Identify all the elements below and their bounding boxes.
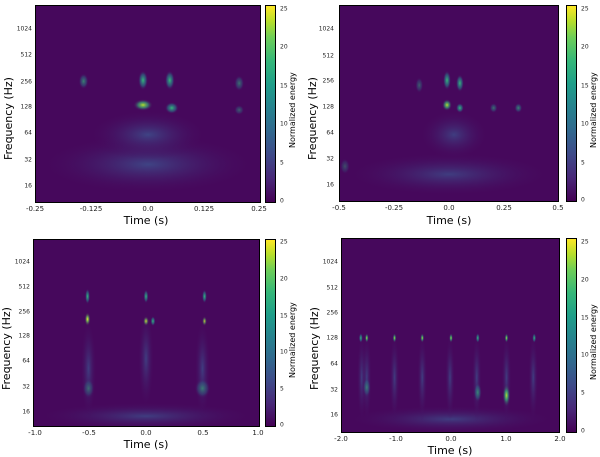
colorbar-label: Normalized energy bbox=[589, 304, 598, 380]
y-tick: 512 bbox=[20, 51, 32, 59]
x-tick: 0.125 bbox=[193, 205, 215, 213]
x-tick: -1.0 bbox=[28, 429, 42, 437]
colorbar-tick: 5 bbox=[280, 159, 284, 167]
colorbar-tick: 0 bbox=[581, 196, 585, 204]
spectrogram-plot-area bbox=[33, 239, 260, 427]
x-tick: -0.125 bbox=[79, 205, 103, 213]
y-tick: 64 bbox=[330, 360, 338, 368]
x-tick: 0.0 bbox=[443, 204, 455, 212]
heatmap-image bbox=[344, 333, 558, 432]
colorbar bbox=[265, 5, 276, 203]
colorbar-tick: 20 bbox=[280, 275, 288, 283]
y-tick: 512 bbox=[18, 283, 30, 291]
colorbar-tick: 25 bbox=[280, 238, 288, 246]
x-tick: 0.5 bbox=[197, 429, 209, 437]
heatmap-image bbox=[35, 288, 257, 426]
y-tick: 256 bbox=[326, 309, 338, 317]
y-tick: 16 bbox=[22, 408, 30, 416]
colorbar-tick: 0 bbox=[280, 197, 284, 205]
colorbar-label: Normalized energy bbox=[589, 72, 598, 148]
spectrogram-plot-area bbox=[35, 5, 261, 203]
y-tick: 128 bbox=[18, 332, 30, 340]
colorbar-tick: 15 bbox=[280, 82, 288, 90]
y-tick: 32 bbox=[326, 155, 334, 163]
y-axis-label: Frequency (Hz) bbox=[308, 307, 321, 390]
colorbar-label: Normalized energy bbox=[288, 302, 297, 378]
y-tick: 32 bbox=[22, 383, 30, 391]
y-tick: 64 bbox=[326, 129, 334, 137]
x-tick: -0.5 bbox=[82, 429, 96, 437]
spectrogram-plot-area bbox=[339, 5, 559, 202]
spectrogram-plot-area bbox=[341, 238, 560, 433]
colorbar-tick: 10 bbox=[581, 351, 589, 359]
x-tick: -0.5 bbox=[332, 204, 346, 212]
x-tick: -2.0 bbox=[334, 435, 348, 443]
x-axis-label: Time (s) bbox=[123, 214, 169, 227]
y-tick: 1024 bbox=[16, 25, 32, 33]
y-tick: 1024 bbox=[322, 258, 338, 266]
y-tick: 1024 bbox=[318, 25, 334, 33]
x-axis-label: Time (s) bbox=[123, 438, 169, 451]
colorbar-tick: 5 bbox=[581, 159, 585, 167]
y-tick: 512 bbox=[322, 52, 334, 60]
x-tick: 0.25 bbox=[496, 204, 512, 212]
colorbar bbox=[566, 238, 577, 433]
colorbar-tick: 0 bbox=[280, 421, 284, 429]
heatmap-image bbox=[38, 70, 258, 195]
x-tick: 1.0 bbox=[252, 429, 264, 437]
colorbar-tick: 25 bbox=[280, 5, 288, 13]
y-tick: 1024 bbox=[14, 258, 30, 266]
y-tick: 128 bbox=[326, 334, 338, 342]
colorbar-tick: 15 bbox=[581, 314, 589, 322]
x-tick: 1.0 bbox=[500, 435, 512, 443]
y-tick: 128 bbox=[20, 103, 32, 111]
colorbar-tick: 15 bbox=[280, 312, 288, 320]
colorbar-tick: 25 bbox=[581, 5, 589, 13]
colorbar-tick: 5 bbox=[280, 385, 284, 393]
colorbar bbox=[566, 5, 577, 202]
x-tick: -1.0 bbox=[389, 435, 403, 443]
x-tick: 0.0 bbox=[140, 429, 152, 437]
colorbar-tick: 20 bbox=[581, 43, 589, 51]
colorbar-tick: 15 bbox=[581, 82, 589, 90]
y-axis-label: Frequency (Hz) bbox=[2, 77, 15, 160]
x-tick: 0.25 bbox=[251, 205, 267, 213]
x-tick: 0.5 bbox=[552, 204, 564, 212]
colorbar-tick: 10 bbox=[581, 120, 589, 128]
x-tick: 0.0 bbox=[445, 435, 457, 443]
x-axis-label: Time (s) bbox=[426, 214, 472, 227]
colorbar-tick: 5 bbox=[581, 389, 585, 397]
y-tick: 16 bbox=[330, 411, 338, 419]
colorbar bbox=[265, 239, 276, 427]
x-tick: -0.25 bbox=[25, 205, 45, 213]
colorbar-tick: 10 bbox=[280, 120, 288, 128]
y-tick: 32 bbox=[24, 156, 32, 164]
y-tick: 16 bbox=[326, 181, 334, 189]
y-tick: 256 bbox=[18, 308, 30, 316]
y-axis-label: Frequency (Hz) bbox=[0, 307, 13, 390]
y-tick: 16 bbox=[24, 182, 32, 190]
colorbar-tick: 10 bbox=[280, 348, 288, 356]
colorbar-tick: 20 bbox=[280, 43, 288, 51]
y-tick: 128 bbox=[322, 103, 334, 111]
y-tick: 32 bbox=[330, 386, 338, 394]
y-tick: 256 bbox=[322, 77, 334, 85]
y-tick: 64 bbox=[24, 129, 32, 137]
y-axis-label: Frequency (Hz) bbox=[306, 77, 319, 160]
x-tick: 0.0 bbox=[142, 205, 154, 213]
y-tick: 256 bbox=[20, 78, 32, 86]
colorbar-tick: 0 bbox=[581, 427, 585, 435]
colorbar-tick: 20 bbox=[581, 276, 589, 284]
x-tick: -0.25 bbox=[384, 204, 404, 212]
colorbar-tick: 25 bbox=[581, 238, 589, 246]
colorbar-label: Normalized energy bbox=[288, 72, 297, 148]
x-tick: 2.0 bbox=[554, 435, 566, 443]
y-tick: 64 bbox=[22, 357, 30, 365]
y-tick: 512 bbox=[326, 284, 338, 292]
x-axis-label: Time (s) bbox=[427, 444, 473, 457]
heatmap-image bbox=[340, 70, 554, 197]
